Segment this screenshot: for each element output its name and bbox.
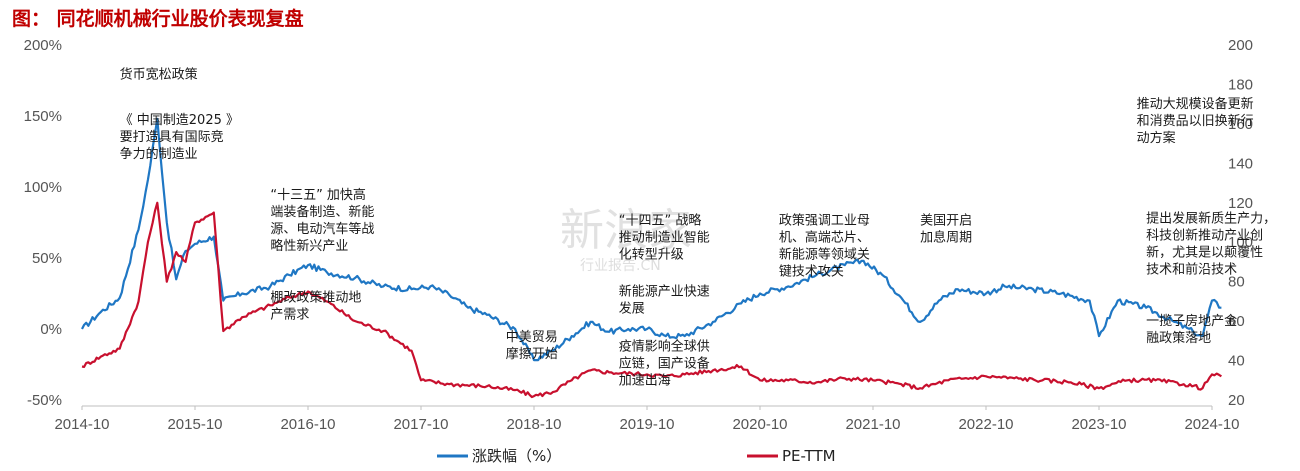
annotation-line: 货币宽松政策: [120, 67, 198, 83]
x-tick-label: 2023-10: [1071, 416, 1126, 433]
y-right-tick-label: 100: [1228, 234, 1253, 251]
annotation-line: 融政策落地: [1146, 330, 1211, 346]
y-right-tick-label: 120: [1228, 195, 1253, 212]
x-tick-label: 2024-10: [1184, 416, 1239, 433]
annotation-line: 疫情影响全球供: [619, 339, 710, 355]
annotation-line: 机、高端芯片、: [779, 229, 870, 245]
x-tick-label: 2019-10: [619, 416, 674, 433]
annotation-line: 源、电动汽车等战: [270, 221, 374, 237]
x-tick-label: 2018-10: [506, 416, 561, 433]
annotation-line: 技术和前沿技术: [1146, 262, 1237, 278]
y-left-tick-label: 50%: [32, 250, 62, 267]
annotation-line: 美国开启: [920, 213, 972, 228]
annotation-line: 发展: [619, 300, 645, 316]
chart-legend: 涨跌幅（%） PE-TTM: [437, 447, 836, 465]
annotation: 政策强调工业母机、高端芯片、新能源等领域关键技术攻关: [779, 212, 870, 279]
annotation-line: 提出发展新质生产力，: [1146, 211, 1276, 227]
y-right-tick-label: 200: [1228, 37, 1253, 54]
annotation-line: 推动制造业智能: [619, 230, 710, 245]
annotation-line: 加速出海: [619, 374, 671, 389]
annotation-line: “十三五” 加快高: [270, 187, 366, 203]
y-right-tick-label: 140: [1228, 155, 1253, 172]
annotation-line: 摩擦开始: [506, 346, 558, 362]
legend-label-change-pct: 涨跌幅（%）: [472, 447, 561, 465]
x-tick-label: 2017-10: [393, 416, 448, 433]
annotation: 棚改政策推动地产需求: [270, 289, 361, 322]
y-left-tick-label: 150%: [24, 108, 62, 125]
y-right-tick-label: 160: [1228, 116, 1253, 133]
annotation: 《 中国制造2025 》要打造具有国际竞争力的制造业: [120, 113, 239, 162]
annotation-line: 新能源等领域关: [779, 246, 870, 262]
y-left-tick-label: 200%: [24, 37, 62, 54]
y-left-tick-label: 0%: [40, 321, 62, 338]
annotation-line: 和消费品以旧换新行: [1137, 113, 1254, 129]
annotation: 一揽子房地产金融政策落地: [1146, 313, 1237, 346]
annotation: “十四五” 战略推动制造业智能化转型升级: [619, 212, 710, 262]
annotation-line: 新，尤其是以颠覆性: [1146, 245, 1263, 261]
annotation-line: 《 中国制造2025 》: [120, 113, 239, 128]
x-tick-label: 2020-10: [732, 416, 787, 433]
y-right-tick-label: 180: [1228, 76, 1253, 93]
annotation: 中美贸易摩擦开始: [506, 330, 558, 362]
watermark-text: 新浪家: [560, 205, 692, 256]
x-tick-label: 2021-10: [845, 416, 900, 433]
annotation-line: 产需求: [270, 307, 309, 322]
y-right-tick-label: 60: [1228, 313, 1245, 330]
chart-annotations: 货币宽松政策《 中国制造2025 》要打造具有国际竞争力的制造业 “十三五” 加快…: [120, 67, 1276, 389]
annotation: 美国开启加息周期: [920, 213, 972, 245]
annotation-line: 一揽子房地产金: [1146, 313, 1237, 329]
annotation-line: “十四五” 战略: [619, 212, 702, 228]
annotation: “十三五” 加快高端装备制造、新能源、电动汽车等战略性新兴产业: [270, 187, 374, 254]
watermark-subtext: 行业报告.CN: [580, 258, 661, 274]
annotation: 新能源产业快速发展: [619, 283, 710, 316]
annotation-line: 键技术攻关: [779, 264, 844, 279]
chart-lines: [81, 117, 1222, 399]
annotation-line: 中美贸易: [506, 330, 558, 345]
annotation-line: 政策强调工业母: [779, 212, 870, 228]
annotation-line: 略性新兴产业: [270, 238, 348, 254]
annotation-line: 加息周期: [920, 229, 972, 245]
annotation: 疫情影响全球供应链，国产设备加速出海: [619, 339, 710, 389]
annotation: 提出发展新质生产力，科技创新推动产业创新，尤其是以颠覆性技术和前沿技术: [1146, 211, 1276, 278]
legend-label-pe-ttm: PE-TTM: [782, 447, 836, 465]
x-tick-label: 2016-10: [280, 416, 335, 433]
annotation-line: 推动大规模设备更新: [1137, 96, 1254, 112]
x-tick-label: 2022-10: [958, 416, 1013, 433]
annotation: 推动大规模设备更新和消费品以旧换新行动方案: [1137, 96, 1254, 146]
chart-title: 图： 同花顺机械行业股价表现复盘: [12, 8, 304, 30]
y-left-tick-label: -50%: [27, 392, 62, 409]
y-right-tick-label: 40: [1228, 353, 1245, 370]
y-right-tick-label: 20: [1228, 392, 1245, 409]
annotation-line: 应链，国产设备: [619, 356, 710, 372]
series-line-change-pct: [81, 117, 1222, 362]
annotation-line: 端装备制造、新能: [270, 204, 374, 220]
annotation: 货币宽松政策: [120, 67, 198, 83]
y-left-tick-label: 100%: [24, 179, 62, 196]
x-tick-label: 2014-10: [54, 416, 109, 433]
series-line-pe-ttm: [81, 201, 1222, 399]
annotation-line: 棚改政策推动地: [270, 289, 361, 305]
annotation-line: 要打造具有国际竞: [120, 129, 224, 145]
annotation-line: 科技创新推动产业创: [1146, 228, 1263, 244]
chart-axes: 200% 150% 100% 50% 0% -50% 200 180 160 140 120 100 8…: [24, 37, 1253, 433]
annotation-line: 争力的制造业: [120, 146, 198, 162]
annotation-line: 动方案: [1137, 130, 1176, 146]
y-right-tick-label: 80: [1228, 274, 1245, 291]
x-tick-label: 2015-10: [167, 416, 222, 433]
annotation-line: 新能源产业快速: [619, 283, 710, 299]
annotation-line: 化转型升级: [619, 247, 684, 262]
